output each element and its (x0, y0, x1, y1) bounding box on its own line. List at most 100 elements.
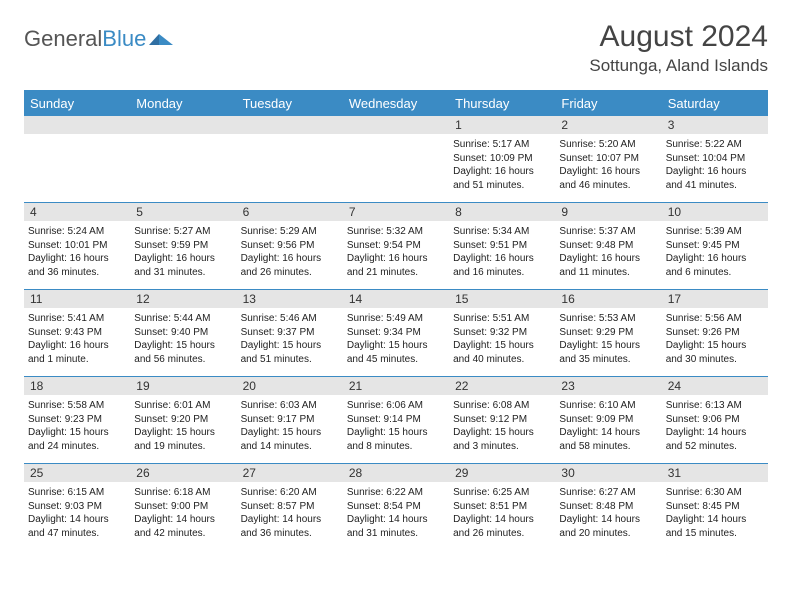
week-row: 1Sunrise: 5:17 AMSunset: 10:09 PMDayligh… (24, 115, 768, 202)
month-title: August 2024 (589, 20, 768, 54)
day-line: and 26 minutes. (453, 527, 551, 541)
day-line: Sunset: 8:54 PM (347, 500, 445, 514)
day-line: Sunrise: 5:22 AM (666, 138, 764, 152)
day-line: Daylight: 14 hours (666, 426, 764, 440)
day-content (237, 134, 343, 142)
day-header-sun: Sunday (24, 92, 130, 115)
day-content: Sunrise: 6:18 AMSunset: 9:00 PMDaylight:… (130, 482, 236, 544)
day-line: Daylight: 16 hours (453, 252, 551, 266)
day-header-thu: Thursday (449, 92, 555, 115)
day-number: 20 (237, 377, 343, 395)
day-line: Sunset: 9:59 PM (134, 239, 232, 253)
day-line: Sunrise: 6:30 AM (666, 486, 764, 500)
day-line: and 16 minutes. (453, 266, 551, 280)
day-line: Sunrise: 6:20 AM (241, 486, 339, 500)
day-number: 16 (555, 290, 661, 308)
day-content: Sunrise: 6:30 AMSunset: 8:45 PMDaylight:… (662, 482, 768, 544)
day-header-sat: Saturday (662, 92, 768, 115)
day-line: Daylight: 14 hours (134, 513, 232, 527)
day-line: Daylight: 15 hours (241, 339, 339, 353)
day-number: 7 (343, 203, 449, 221)
day-line: Sunrise: 5:41 AM (28, 312, 126, 326)
day-line: and 31 minutes. (347, 527, 445, 541)
day-line: Sunset: 8:57 PM (241, 500, 339, 514)
day-cell (343, 116, 449, 202)
day-cell: 21Sunrise: 6:06 AMSunset: 9:14 PMDayligh… (343, 377, 449, 463)
title-block: August 2024 Sottunga, Aland Islands (589, 20, 768, 76)
day-cell: 22Sunrise: 6:08 AMSunset: 9:12 PMDayligh… (449, 377, 555, 463)
day-line: Daylight: 16 hours (28, 339, 126, 353)
day-content: Sunrise: 6:20 AMSunset: 8:57 PMDaylight:… (237, 482, 343, 544)
day-line: and 21 minutes. (347, 266, 445, 280)
day-line: Daylight: 16 hours (559, 165, 657, 179)
day-line: and 31 minutes. (134, 266, 232, 280)
day-number: 25 (24, 464, 130, 482)
day-line: Sunset: 9:54 PM (347, 239, 445, 253)
day-cell: 16Sunrise: 5:53 AMSunset: 9:29 PMDayligh… (555, 290, 661, 376)
day-number: 15 (449, 290, 555, 308)
day-line: Sunrise: 6:10 AM (559, 399, 657, 413)
day-line: Sunset: 9:14 PM (347, 413, 445, 427)
day-line: Daylight: 15 hours (28, 426, 126, 440)
day-line: Daylight: 16 hours (347, 252, 445, 266)
day-number: 8 (449, 203, 555, 221)
day-line: and 42 minutes. (134, 527, 232, 541)
day-content: Sunrise: 5:58 AMSunset: 9:23 PMDaylight:… (24, 395, 130, 457)
day-line: Sunset: 8:48 PM (559, 500, 657, 514)
day-content: Sunrise: 5:34 AMSunset: 9:51 PMDaylight:… (449, 221, 555, 283)
day-cell: 1Sunrise: 5:17 AMSunset: 10:09 PMDayligh… (449, 116, 555, 202)
day-number: 1 (449, 116, 555, 134)
day-number (130, 116, 236, 134)
day-cell: 4Sunrise: 5:24 AMSunset: 10:01 PMDayligh… (24, 203, 130, 289)
day-line: Daylight: 15 hours (241, 426, 339, 440)
day-cell: 12Sunrise: 5:44 AMSunset: 9:40 PMDayligh… (130, 290, 236, 376)
day-content: Sunrise: 5:24 AMSunset: 10:01 PMDaylight… (24, 221, 130, 283)
logo-text-part1: General (24, 26, 102, 51)
day-line: Sunset: 9:56 PM (241, 239, 339, 253)
day-content: Sunrise: 6:10 AMSunset: 9:09 PMDaylight:… (555, 395, 661, 457)
day-content: Sunrise: 5:41 AMSunset: 9:43 PMDaylight:… (24, 308, 130, 370)
day-number: 28 (343, 464, 449, 482)
day-cell: 30Sunrise: 6:27 AMSunset: 8:48 PMDayligh… (555, 464, 661, 550)
day-content: Sunrise: 5:56 AMSunset: 9:26 PMDaylight:… (662, 308, 768, 370)
day-cell: 7Sunrise: 5:32 AMSunset: 9:54 PMDaylight… (343, 203, 449, 289)
weeks-container: 1Sunrise: 5:17 AMSunset: 10:09 PMDayligh… (24, 115, 768, 550)
day-line: Sunrise: 5:53 AM (559, 312, 657, 326)
day-line: Sunrise: 6:06 AM (347, 399, 445, 413)
week-row: 25Sunrise: 6:15 AMSunset: 9:03 PMDayligh… (24, 463, 768, 550)
day-content: Sunrise: 6:27 AMSunset: 8:48 PMDaylight:… (555, 482, 661, 544)
day-line: Daylight: 14 hours (347, 513, 445, 527)
day-cell: 14Sunrise: 5:49 AMSunset: 9:34 PMDayligh… (343, 290, 449, 376)
day-line: Daylight: 16 hours (666, 165, 764, 179)
day-line: Sunset: 9:03 PM (28, 500, 126, 514)
day-content: Sunrise: 6:08 AMSunset: 9:12 PMDaylight:… (449, 395, 555, 457)
day-line: Sunrise: 6:22 AM (347, 486, 445, 500)
day-number (343, 116, 449, 134)
day-line: Sunrise: 5:27 AM (134, 225, 232, 239)
day-content: Sunrise: 6:22 AMSunset: 8:54 PMDaylight:… (343, 482, 449, 544)
day-content (343, 134, 449, 142)
day-line: and 24 minutes. (28, 440, 126, 454)
day-cell: 2Sunrise: 5:20 AMSunset: 10:07 PMDayligh… (555, 116, 661, 202)
day-number (237, 116, 343, 134)
day-line: Sunrise: 5:39 AM (666, 225, 764, 239)
day-number: 14 (343, 290, 449, 308)
day-line: Sunset: 10:09 PM (453, 152, 551, 166)
day-cell: 31Sunrise: 6:30 AMSunset: 8:45 PMDayligh… (662, 464, 768, 550)
day-line: Sunset: 9:40 PM (134, 326, 232, 340)
day-cell: 29Sunrise: 6:25 AMSunset: 8:51 PMDayligh… (449, 464, 555, 550)
day-number: 30 (555, 464, 661, 482)
day-content: Sunrise: 6:03 AMSunset: 9:17 PMDaylight:… (237, 395, 343, 457)
day-number: 3 (662, 116, 768, 134)
day-cell: 11Sunrise: 5:41 AMSunset: 9:43 PMDayligh… (24, 290, 130, 376)
day-line: and 36 minutes. (28, 266, 126, 280)
day-content: Sunrise: 5:32 AMSunset: 9:54 PMDaylight:… (343, 221, 449, 283)
day-line: Daylight: 14 hours (559, 513, 657, 527)
day-line: and 14 minutes. (241, 440, 339, 454)
day-line: Sunrise: 5:37 AM (559, 225, 657, 239)
day-line: and 41 minutes. (666, 179, 764, 193)
day-cell: 17Sunrise: 5:56 AMSunset: 9:26 PMDayligh… (662, 290, 768, 376)
day-line: and 35 minutes. (559, 353, 657, 367)
day-line: Daylight: 15 hours (453, 426, 551, 440)
logo: GeneralBlue (24, 20, 173, 52)
